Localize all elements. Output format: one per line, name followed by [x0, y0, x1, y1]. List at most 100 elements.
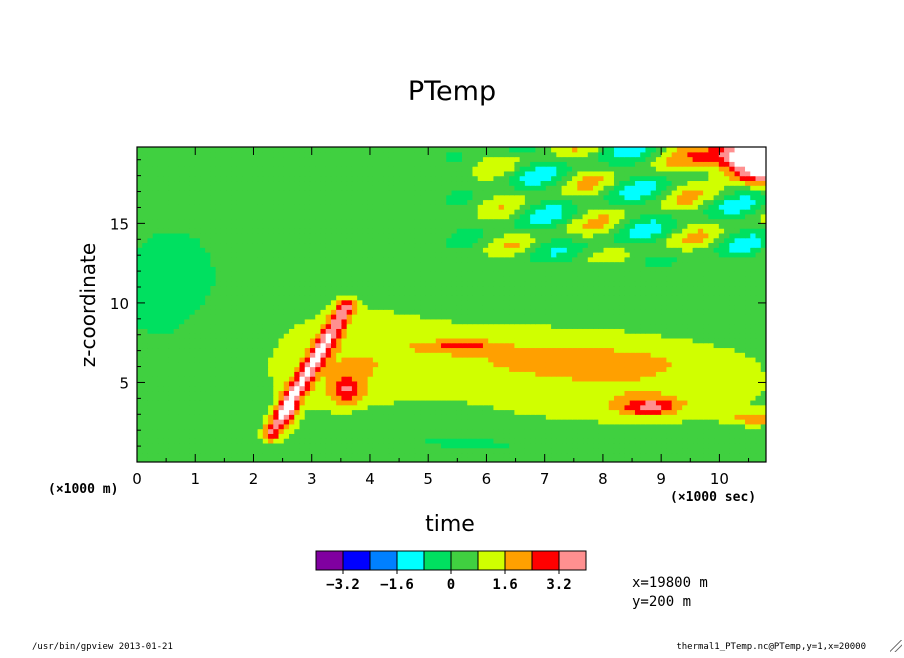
heatmap-cell: [205, 261, 211, 267]
heatmap-cell: [519, 419, 526, 425]
heatmap-cell: [593, 380, 599, 387]
heatmap-cell: [718, 285, 725, 291]
heatmap-cell: [152, 271, 159, 277]
heatmap-cell: [362, 414, 369, 420]
heatmap-cell: [519, 285, 526, 291]
heatmap-cell: [561, 357, 568, 363]
heatmap-cell: [509, 380, 515, 387]
heatmap-cell: [671, 323, 678, 329]
heatmap-cell: [545, 399, 552, 406]
heatmap-cell: [540, 285, 547, 291]
heatmap-cell: [147, 433, 154, 439]
heatmap-cell: [582, 314, 589, 320]
heatmap-cell: [755, 442, 762, 449]
heatmap-cell: [330, 385, 337, 392]
heatmap-cell: [676, 337, 683, 344]
heatmap-cell: [336, 347, 343, 353]
heatmap-cell: [168, 352, 175, 358]
heatmap-cell: [750, 399, 757, 406]
heatmap-cell: [247, 366, 253, 372]
heatmap-cell: [593, 409, 599, 415]
heatmap-cell: [409, 314, 416, 320]
heatmap-cell: [184, 423, 191, 430]
heatmap-cell: [247, 452, 253, 458]
heatmap-cell: [330, 433, 337, 439]
heatmap-cell: [388, 385, 395, 392]
heatmap-cell: [703, 447, 709, 454]
heatmap-cell: [341, 376, 348, 382]
heatmap-cell: [378, 342, 384, 349]
heatmap-cell: [724, 271, 730, 277]
heatmap-cell: [514, 423, 521, 430]
heatmap-cell: [603, 280, 610, 287]
heatmap-cell: [341, 380, 348, 387]
heatmap-cell: [666, 376, 673, 382]
heatmap-cell: [247, 357, 253, 363]
heatmap-cell: [247, 390, 253, 396]
heatmap-cell: [488, 318, 495, 325]
heatmap-cell: [566, 333, 573, 339]
heatmap-cell: [540, 442, 547, 449]
heatmap-cell: [393, 452, 400, 458]
heatmap-cell: [383, 266, 390, 272]
heatmap-cell: [346, 299, 353, 306]
heatmap-cell: [220, 447, 227, 454]
heatmap-cell: [399, 457, 405, 462]
heatmap-cell: [608, 385, 615, 392]
heatmap-cell: [655, 342, 662, 349]
heatmap-cell: [283, 294, 290, 301]
heatmap-cell: [488, 328, 495, 334]
heatmap-cell: [262, 380, 269, 387]
heatmap-cell: [336, 280, 343, 287]
heatmap-cell: [729, 342, 736, 349]
heatmap-cell: [163, 318, 170, 325]
heatmap-cell: [577, 414, 584, 420]
heatmap-cell: [283, 357, 290, 363]
heatmap-cell: [220, 299, 227, 306]
heatmap-cell: [157, 404, 164, 411]
heatmap-cell: [315, 318, 322, 325]
heatmap-cell: [613, 376, 620, 382]
heatmap-cell: [498, 347, 505, 353]
heatmap-cell: [283, 318, 290, 325]
heatmap-cell: [608, 318, 615, 325]
heatmap-cell: [142, 447, 149, 454]
heatmap-cell: [503, 399, 510, 406]
heatmap-cell: [640, 404, 647, 411]
heatmap-cell: [168, 299, 175, 306]
heatmap-cell: [393, 318, 400, 325]
heatmap-cell: [367, 428, 374, 434]
heatmap-cell: [551, 357, 557, 363]
heatmap-cell: [598, 457, 605, 462]
heatmap-cell: [482, 261, 489, 267]
heatmap-cell: [157, 294, 164, 301]
heatmap-cell: [461, 433, 468, 439]
heatmap-cell: [734, 318, 741, 325]
heatmap-cell: [467, 433, 474, 439]
heatmap-cell: [184, 361, 191, 368]
heatmap-cell: [582, 290, 589, 296]
heatmap-cell: [488, 333, 495, 339]
heatmap-cell: [278, 352, 285, 358]
heatmap-cell: [142, 385, 149, 392]
heatmap-cell: [582, 409, 589, 415]
heatmap-cell: [351, 337, 358, 344]
heatmap-cell: [283, 299, 290, 306]
heatmap-cell: [760, 314, 766, 320]
heatmap-cell: [241, 266, 248, 272]
heatmap-cell: [540, 333, 547, 339]
heatmap-cell: [336, 433, 343, 439]
heatmap-cell: [760, 438, 766, 444]
heatmap-cell: [750, 328, 757, 334]
heatmap-cell: [210, 342, 217, 349]
heatmap-cell: [697, 357, 704, 363]
heatmap-cell: [441, 309, 447, 315]
heatmap-cell: [168, 438, 175, 444]
heatmap-cell: [556, 342, 563, 349]
heatmap-cell: [299, 380, 306, 387]
heatmap-cell: [655, 419, 662, 425]
heatmap-cell: [226, 357, 232, 363]
heatmap-cell: [137, 280, 143, 287]
heatmap-cell: [503, 433, 510, 439]
